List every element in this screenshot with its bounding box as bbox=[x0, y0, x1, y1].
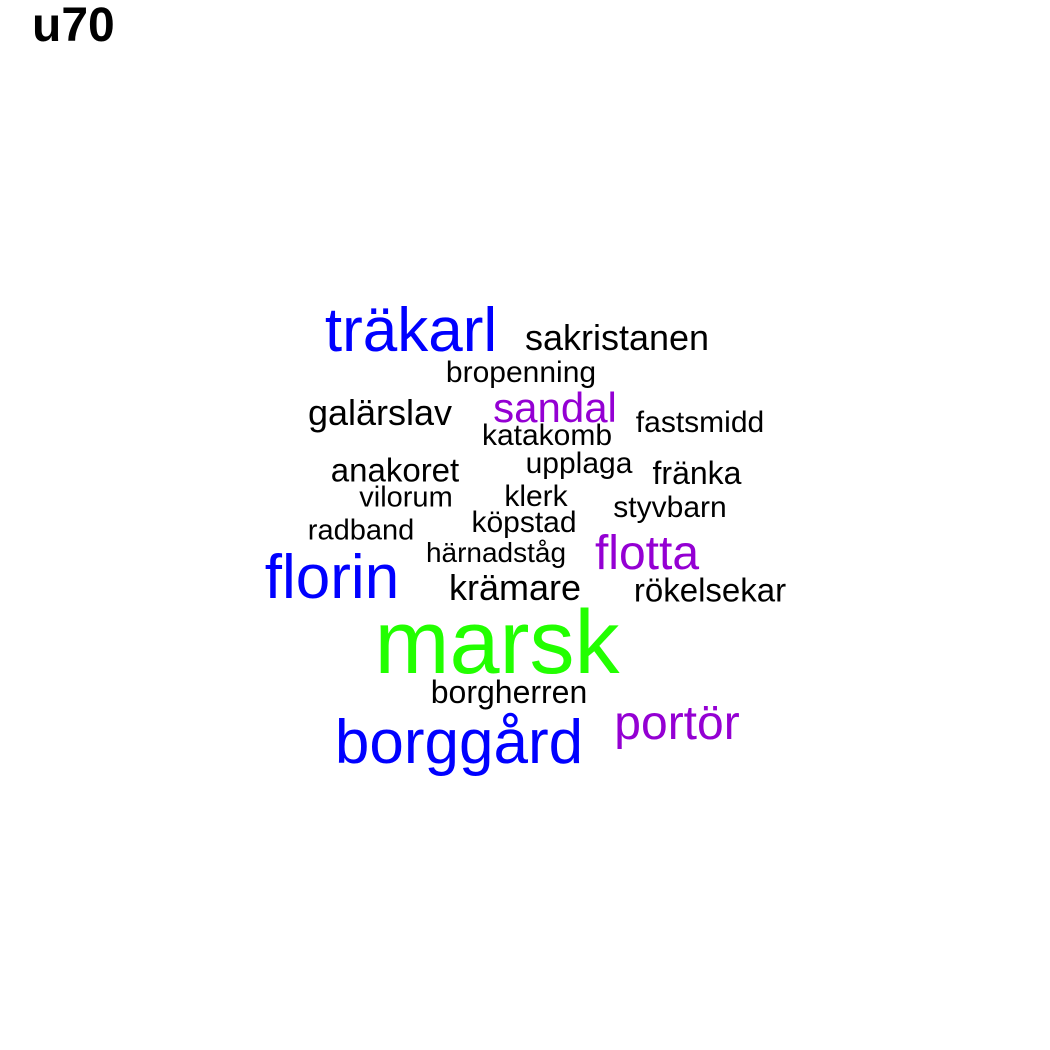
word-sakristanen: sakristanen bbox=[524, 317, 710, 358]
word-klerk: klerk bbox=[504, 480, 568, 513]
word-anakoret: anakoret bbox=[330, 451, 460, 489]
word-bropenning: bropenning bbox=[445, 356, 597, 389]
word-harnadstag: härnadståg bbox=[425, 537, 567, 568]
word-borggard: borggård bbox=[334, 708, 584, 777]
word-marsk: marsk bbox=[374, 593, 620, 693]
word-vilorum: vilorum bbox=[359, 481, 453, 514]
word-fastsmidd: fastsmidd bbox=[635, 406, 765, 439]
word-flotta: flotta bbox=[594, 527, 700, 580]
word-katakomb: katakomb bbox=[481, 419, 613, 452]
word-rokelsekar: rökelsekar bbox=[633, 571, 787, 609]
word-franka: fränka bbox=[652, 455, 742, 491]
word-florin: florin bbox=[264, 543, 400, 612]
word-sandal: sandal bbox=[493, 384, 617, 431]
word-upplaga: upplaga bbox=[525, 447, 633, 480]
word-portor: portör bbox=[614, 697, 740, 750]
plot-title: u70 bbox=[32, 0, 115, 52]
word-trakarl: träkarl bbox=[324, 296, 498, 365]
word-galarslav: galärslav bbox=[307, 392, 453, 433]
word-kopstad: köpstad bbox=[471, 506, 577, 539]
word-kramare: krämare bbox=[448, 567, 582, 608]
word-styvbarn: styvbarn bbox=[613, 491, 727, 524]
word-radband: radband bbox=[307, 514, 415, 547]
word-borgherren: borgherren bbox=[430, 674, 588, 710]
